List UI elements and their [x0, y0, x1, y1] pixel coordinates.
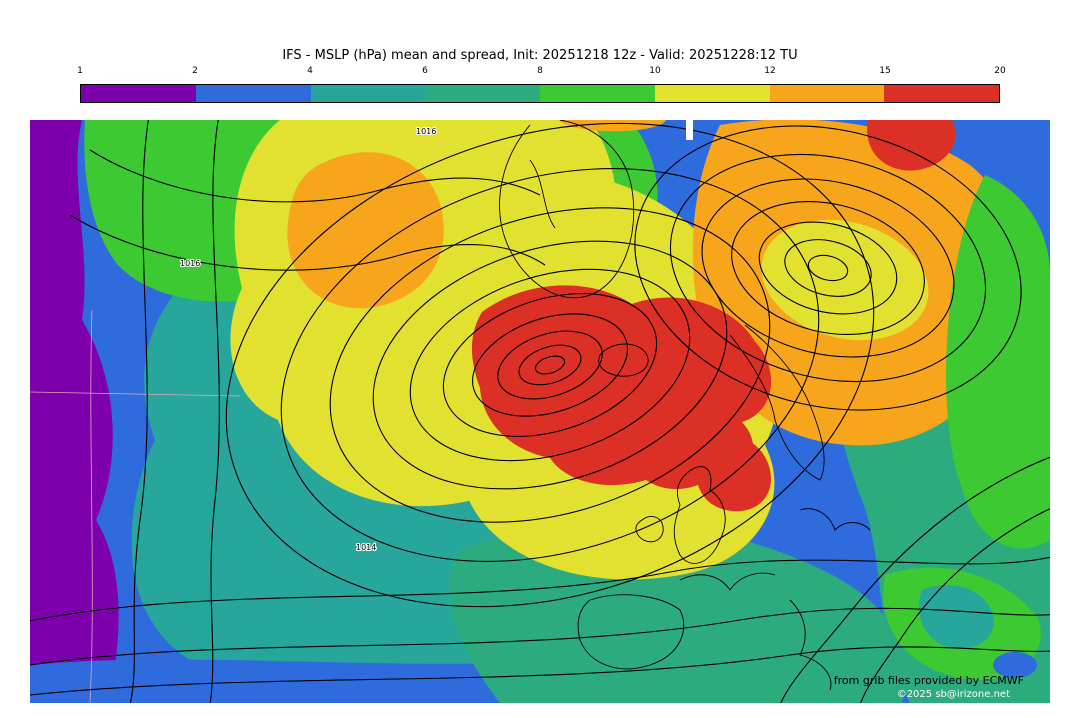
colorbar-segment: [884, 85, 999, 102]
colorbar-tick: 20: [994, 66, 1006, 76]
colorbar-segment: [310, 85, 426, 102]
chart-title: IFS - MSLP (hPa) mean and spread, Init: …: [282, 48, 798, 63]
contour-label: 1016: [180, 259, 200, 268]
colorbar-segment: [81, 85, 196, 102]
colorbar-tick-labels: 1 2 4 6 8 10 12 15 20: [77, 66, 1006, 79]
isobar-contours: [30, 120, 1050, 703]
spread-fill-regions: [30, 120, 1050, 703]
colorbar-tick: 2: [192, 66, 198, 76]
colorbar-tick: 4: [307, 66, 313, 76]
contour-label: 1016: [416, 127, 436, 136]
colorbar-tick: 15: [879, 66, 891, 76]
colorbar-segment: [654, 85, 770, 102]
coastlines: [499, 120, 871, 691]
contour-label: 1014: [356, 543, 376, 552]
colorbar-tick: 1: [77, 66, 83, 76]
colorbar-tick: 6: [422, 66, 428, 76]
contour-labels: 1016 1016 1014: [179, 126, 437, 553]
graticule-lines: [30, 309, 241, 703]
colorbar-segment: [540, 85, 655, 102]
colorbar-tick: 8: [537, 66, 543, 76]
projection-seam: [686, 120, 693, 140]
colorbar-segment: [425, 85, 540, 102]
colorbar-segment: [769, 85, 885, 102]
copyright-credit: ©2025 sb@irizone.net: [896, 689, 1010, 700]
colorbar-segment: [195, 85, 311, 102]
map-canvas: 1016 1016 1014 from grib files provided by…: [30, 120, 1050, 703]
data-source-credit: from grib files provided by ECMWF: [833, 674, 1024, 687]
colorbar: [80, 84, 1000, 103]
colorbar-tick: 10: [649, 66, 661, 76]
colorbar-tick: 12: [764, 66, 776, 76]
weather-map-svg: 1016 1016 1014: [30, 120, 1050, 703]
